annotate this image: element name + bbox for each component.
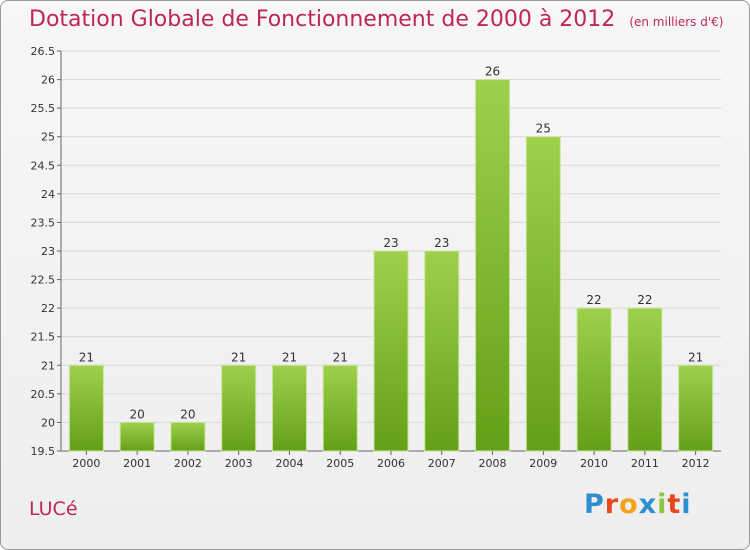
logo-letter: i — [681, 489, 692, 520]
proxiti-logo: Proxiti — [584, 489, 692, 520]
x-tick-label: 2007 — [428, 457, 456, 470]
bar — [271, 364, 307, 452]
x-tick-label: 2012 — [682, 457, 710, 470]
chart-unit: (en milliers d'€) — [629, 15, 724, 29]
logo-letter: P — [584, 489, 605, 520]
bar-value-label: 20 — [180, 407, 195, 421]
bar-value-label: 23 — [434, 236, 449, 250]
y-tick-label: 21.5 — [31, 331, 56, 344]
bar-value-label: 21 — [282, 350, 297, 364]
y-tick-label: 19.5 — [31, 445, 56, 458]
y-tick-label: 24.5 — [31, 159, 56, 172]
logo-letter: t — [667, 489, 682, 520]
commune-name: LUCé — [29, 498, 78, 520]
bar-value-label: 26 — [485, 65, 500, 79]
y-tick-label: 22 — [41, 302, 55, 315]
x-tick-label: 2001 — [123, 457, 151, 470]
x-tick-label: 2010 — [580, 457, 608, 470]
bar — [68, 364, 104, 452]
x-tick-label: 2011 — [631, 457, 659, 470]
y-tick-label: 23.5 — [31, 216, 56, 229]
bar-value-label: 22 — [586, 293, 601, 307]
logo-letter: r — [604, 489, 620, 520]
bar-value-label: 23 — [383, 236, 398, 250]
bar-value-label: 21 — [231, 350, 246, 364]
x-tick-label: 2003 — [225, 457, 253, 470]
x-tick-label: 2006 — [377, 457, 405, 470]
y-tick-label: 21 — [41, 359, 55, 372]
bar — [424, 250, 460, 452]
x-tick-label: 2004 — [275, 457, 303, 470]
x-tick-label: 2002 — [174, 457, 202, 470]
y-tick-label: 20 — [41, 416, 55, 429]
chart-title-text: Dotation Globale de Fonctionnement de 20… — [29, 7, 616, 32]
y-tick-label: 25 — [41, 131, 55, 144]
bar — [170, 421, 206, 452]
x-tick-label: 2000 — [72, 457, 100, 470]
bar — [221, 364, 257, 452]
x-tick-label: 2009 — [529, 457, 557, 470]
logo-letter: x — [638, 489, 658, 520]
bar — [322, 364, 358, 452]
y-tick-label: 23 — [41, 245, 55, 258]
logo-letter: i — [657, 489, 668, 520]
y-tick-label: 24 — [41, 188, 55, 201]
bar-value-label: 20 — [130, 407, 145, 421]
bar-value-label: 21 — [79, 350, 94, 364]
logo-letter: o — [619, 489, 639, 520]
bar-value-label: 22 — [637, 293, 652, 307]
y-tick-label: 26 — [41, 74, 55, 87]
bar — [627, 307, 663, 452]
y-tick-label: 22.5 — [31, 274, 56, 287]
bar-value-label: 21 — [333, 350, 348, 364]
bar-value-label: 21 — [688, 350, 703, 364]
x-tick-label: 2008 — [479, 457, 507, 470]
bar — [475, 79, 511, 452]
x-tick-label: 2005 — [326, 457, 354, 470]
y-tick-label: 25.5 — [31, 102, 56, 115]
y-tick-label: 20.5 — [31, 388, 56, 401]
bar — [678, 364, 714, 452]
bar — [525, 136, 561, 452]
y-tick-label: 26.5 — [31, 45, 56, 58]
bar — [373, 250, 409, 452]
chart-title: Dotation Globale de Fonctionnement de 20… — [29, 7, 723, 32]
bar — [119, 421, 155, 452]
bar — [576, 307, 612, 452]
bar-value-label: 25 — [536, 122, 551, 136]
